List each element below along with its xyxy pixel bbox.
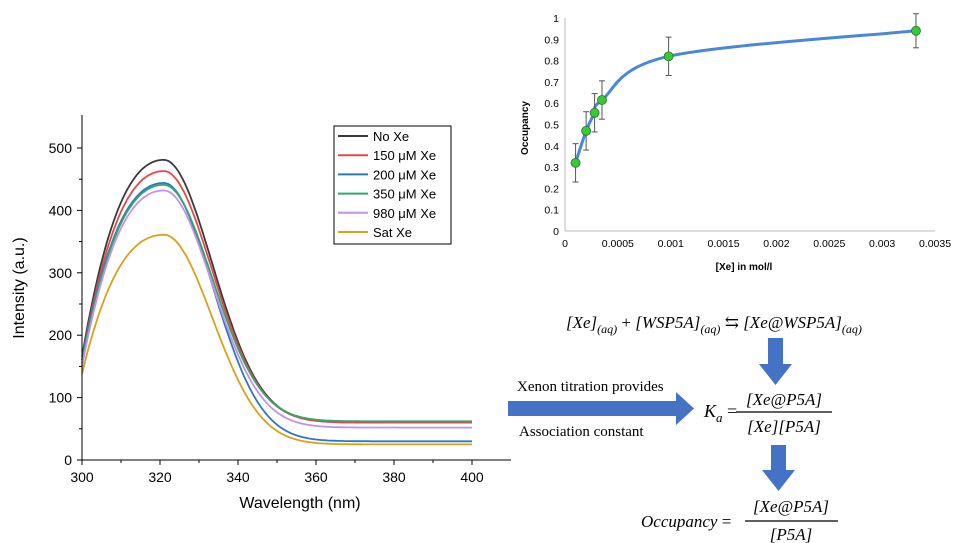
down-arrow-2 — [762, 445, 795, 491]
occupancy-y-tick-label: 1 — [553, 13, 559, 25]
legend-box — [333, 125, 452, 245]
occ-label: Occupancy — [641, 512, 718, 531]
svg-text:[Xe](aq) + [WSP5A](aq) ⇆ [Xe@W: [Xe](aq) + [WSP5A](aq) ⇆ [Xe@WSP5A](aq) — [566, 313, 862, 336]
occupancy-chart: 0 0.1 0.2 0.3 0.4 0.5 0.6 0.7 0.8 0.9 1 0 0.0005 0.00… — [520, 13, 951, 273]
spectrum-x-tick-label: 400 — [460, 469, 484, 485]
occupancy-x-tick-label: 0.0005 — [602, 238, 634, 250]
eq-plus: + — [617, 313, 635, 332]
occupancy-y-tick-label: 0.5 — [544, 120, 559, 132]
spectrum-series-line — [81, 183, 472, 423]
occupancy-data-point — [570, 157, 581, 168]
spectrum-legend: No Xe 150 μM Xe 200 μM Xe 350 μM Xe 980 μM X… — [333, 125, 452, 245]
spectrum-x-tick-label: 300 — [70, 469, 94, 485]
occupancy-y-tick-label: 0.3 — [544, 162, 559, 174]
ka-subscript: a — [716, 410, 723, 425]
spectrum-y-tick-label: 100 — [49, 390, 73, 406]
occupancy-y-tick-label: 0.8 — [544, 56, 559, 68]
spectrum-y-tick-label: 400 — [49, 202, 73, 218]
occ-equals: = — [717, 512, 731, 531]
occupancy-points — [570, 13, 921, 183]
occupancy-formula: Occupancy = [Xe@P5A] [P5A] — [641, 497, 838, 543]
equilibrium-equation: [Xe](aq) + [WSP5A](aq) ⇆ [Xe@WSP5A](aq) — [566, 313, 862, 336]
occupancy-y-tick-label: 0.7 — [544, 77, 559, 89]
eq-arrow: ⇆ — [720, 313, 743, 332]
occupancy-data-point — [589, 107, 600, 118]
eq-complex-sub: (aq) — [842, 322, 862, 336]
occupancy-x-tick-label: 0.0025 — [813, 238, 845, 250]
ka-symbol: K — [703, 401, 717, 421]
spectrum-series-line — [81, 181, 472, 443]
occupancy-fit-curve — [574, 29, 917, 164]
occupancy-y-tick-label: 0 — [553, 226, 559, 238]
occupancy-x-tick-label: 0.001 — [658, 238, 684, 250]
occ-denominator: [P5A] — [770, 525, 813, 543]
spectrum-chart: 300 320 340 360 380 400 0 100 200 300 400 500 Wavel… — [11, 115, 511, 512]
spectrum-x-label: Wavelength (nm) — [239, 495, 360, 512]
ka-formula: Ka = [Xe@P5A] [Xe][P5A] — [703, 390, 832, 436]
svg-text:Occupancy =: Occupancy = — [641, 512, 731, 531]
occupancy-ticks: 0 0.1 0.2 0.3 0.4 0.5 0.6 0.7 0.8 0.9 1 0 0.0005 0.00… — [544, 13, 951, 250]
eq-xe-sub: (aq) — [597, 322, 617, 336]
occupancy-y-tick-label: 0.2 — [544, 183, 559, 195]
ka-denominator: [Xe][P5A] — [747, 417, 821, 436]
occupancy-y-tick-label: 0.4 — [544, 141, 559, 153]
legend-label: 350 μM Xe — [373, 187, 436, 202]
eq-complex: [Xe@WSP5A] — [743, 313, 842, 332]
occupancy-y-tick-label: 0.6 — [544, 98, 559, 110]
spectrum-series-line — [81, 189, 472, 429]
spectrum-x-tick-label: 380 — [382, 469, 406, 485]
spectrum-y-tick-label: 500 — [49, 140, 73, 156]
legend-items: No Xe 150 μM Xe 200 μM Xe 350 μM Xe 980 μM X… — [338, 129, 436, 240]
spectrum-y-tick-label: 300 — [49, 265, 73, 281]
spectrum-y-tick-label: 200 — [49, 327, 73, 343]
occupancy-x-tick-label: 0.003 — [869, 238, 895, 250]
eq-wsp5a: [WSP5A] — [635, 313, 700, 332]
ka-numerator: [Xe@P5A] — [746, 390, 822, 409]
legend-label: Sat Xe — [373, 225, 412, 240]
ka-equals: = — [723, 401, 738, 421]
legend-label: 200 μM Xe — [373, 167, 436, 182]
spectrum-ticks: 300 320 340 360 380 400 0 100 200 300 400 500 — [49, 140, 484, 485]
spectrum-series-line — [81, 233, 472, 446]
eq-wsp5a-sub: (aq) — [700, 322, 720, 336]
spectrum-x-tick-label: 320 — [148, 469, 172, 485]
legend-label: 150 μM Xe — [373, 148, 436, 163]
spectrum-y-label: Intensity (a.u.) — [11, 237, 28, 338]
spectrum-y-tick-label: 0 — [64, 452, 72, 468]
occupancy-data-point — [597, 95, 607, 105]
occupancy-x-label: [Xe] in mol/l — [716, 262, 773, 273]
spectrum-x-tick-label: 360 — [304, 469, 328, 485]
right-arrow — [508, 392, 694, 425]
spectrum-series-group — [81, 158, 472, 446]
arrow-text-bottom: Association constant — [519, 424, 644, 440]
occ-numerator: [Xe@P5A] — [753, 497, 829, 516]
occupancy-x-tick-label: 0.0035 — [919, 238, 951, 250]
spectrum-x-tick-label: 340 — [226, 469, 250, 485]
occupancy-data-point — [911, 25, 921, 36]
occupancy-y-tick-label: 0.9 — [544, 34, 559, 46]
occupancy-x-tick-label: 0.002 — [763, 238, 789, 250]
svg-text:Ka =: Ka = — [703, 401, 737, 425]
eq-xe: [Xe] — [566, 313, 597, 332]
occupancy-y-tick-label: 0.1 — [544, 205, 559, 217]
down-arrow-1 — [759, 338, 792, 385]
legend-label: 980 μM Xe — [373, 206, 436, 221]
occupancy-x-tick-label: 0 — [562, 238, 568, 250]
occupancy-x-tick-label: 0.0015 — [708, 238, 740, 250]
occupancy-data-point — [663, 51, 674, 62]
occupancy-data-point — [581, 125, 592, 136]
occupancy-y-label: Occupancy — [520, 101, 531, 155]
arrow-text-top: Xenon titration provides — [517, 379, 664, 395]
legend-label: No Xe — [373, 129, 409, 144]
